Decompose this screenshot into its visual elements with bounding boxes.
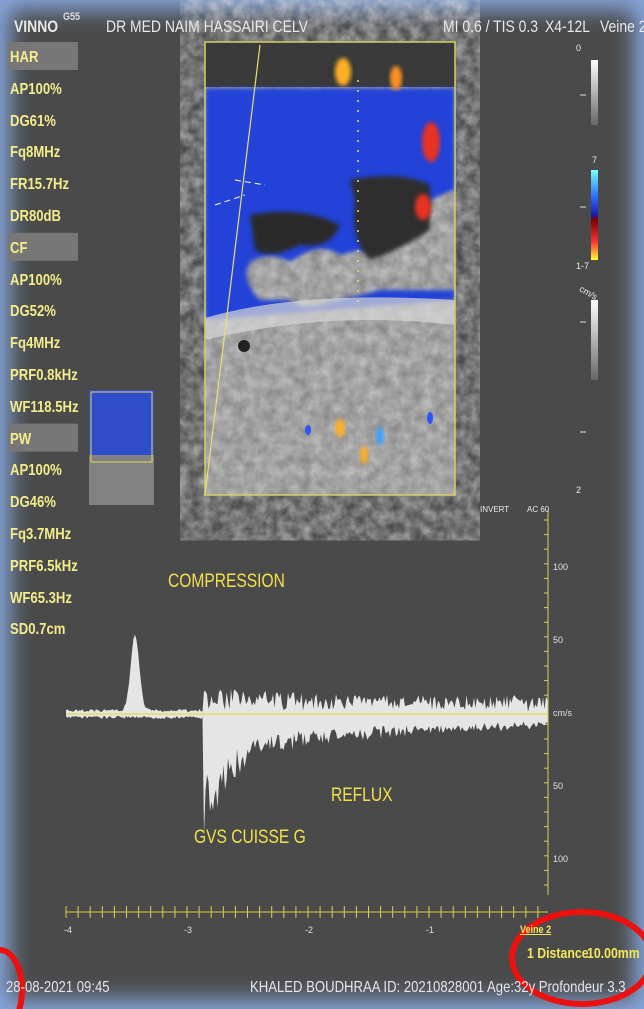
doppler-waveform: [66, 635, 548, 836]
parameter: AP100%: [10, 463, 62, 479]
parameter: PRF0.8kHz: [10, 368, 78, 384]
annotation: COMPRESSION: [168, 572, 285, 591]
parameter: AP100%: [10, 82, 62, 98]
velocity-tick-label: 50: [553, 782, 563, 791]
parameter: Fq4MHz: [10, 336, 60, 352]
parameter: DG52%: [10, 304, 56, 320]
parameter: WF65.3Hz: [10, 591, 72, 607]
ultrasound-screen: VINNO G55 DR MED NAIM HASSAIRI CELV MI 0…: [0, 0, 644, 1009]
scale-depth: 2: [576, 486, 581, 495]
measurement-value: 10.00mm: [587, 946, 640, 961]
section-title: HAR: [10, 50, 38, 66]
scale-range: 1-7: [576, 262, 589, 271]
parameter: Fq8MHz: [10, 145, 60, 161]
doctor: DR MED NAIM HASSAIRI CELV: [106, 18, 308, 35]
velocity-tick-label: cm/s: [553, 709, 572, 718]
time-tick-label: -3: [184, 926, 192, 935]
thumbnail: [89, 390, 154, 505]
parameter: AP100%: [10, 273, 62, 289]
parameter: Fq3.7MHz: [10, 527, 71, 543]
velocity-tick-label: 100: [553, 563, 568, 572]
color-scale: [580, 60, 598, 432]
parameter: DR80dB: [10, 209, 61, 225]
section-title: CF: [10, 241, 27, 257]
velocity-tick-label: 50: [553, 636, 563, 645]
time-tick-label: -4: [64, 926, 72, 935]
time-tick-label: -2: [305, 926, 313, 935]
scale-velocity: 7: [592, 156, 597, 165]
scale-top: 0: [576, 44, 581, 53]
brand: VINNO: [14, 18, 58, 35]
parameter: DG61%: [10, 114, 56, 130]
patient-info: KHALED BOUDHRAA ID: 20210828001 Age:32y …: [250, 980, 626, 996]
velocity-tick-label: 100: [553, 855, 568, 864]
preset: Veine 2: [600, 18, 644, 35]
parameter: SD0.7cm: [10, 622, 65, 638]
indices: MI 0.6 / TIS 0.3: [443, 18, 538, 35]
model: G55: [63, 12, 80, 23]
datetime: 28-08-2021 09:45: [6, 980, 110, 996]
annotation: GVS CUISSE G: [194, 828, 306, 847]
annotation: REFLUX: [331, 786, 392, 805]
measurement-result: 1 Distance: [527, 946, 589, 961]
section-title: PW: [10, 432, 31, 448]
parameter: PRF6.5kHz: [10, 559, 78, 575]
parameter: DG46%: [10, 495, 56, 511]
ac: AC 60: [527, 506, 549, 514]
parameter: FR15.7Hz: [10, 177, 69, 193]
page: Ultrasound Doppler screen html, body { m…: [0, 0, 644, 1009]
body: {"header": {"brand": "VINNO", "model": "…: [0, 0, 644, 1009]
invert: INVERT: [480, 506, 509, 514]
time-tick-label: -1: [426, 926, 434, 935]
measurement-label: Veine 2: [520, 925, 551, 936]
parameter: WF118.5Hz: [10, 400, 79, 416]
b-mode-image: [205, 42, 455, 495]
probe: X4-12L: [545, 18, 590, 35]
